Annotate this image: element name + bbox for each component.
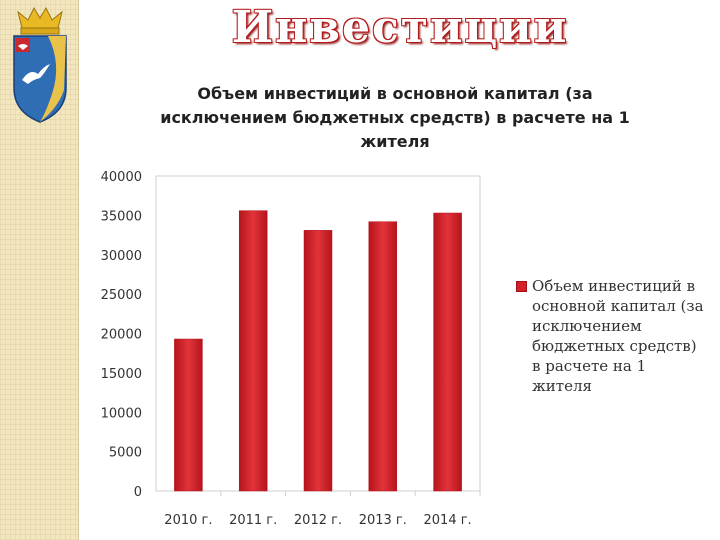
bar	[174, 338, 203, 492]
decorative-sidebar	[0, 0, 79, 540]
bar	[368, 221, 398, 492]
y-tick-label: 40000	[101, 170, 142, 185]
crown-icon	[17, 6, 63, 35]
slide-title: Инвестиции	[231, 2, 569, 53]
legend-swatch	[516, 281, 527, 292]
legend: Объем инвестиций в основной капитал (за …	[516, 276, 706, 396]
x-tick-label: 2014 г.	[424, 513, 472, 528]
y-tick-label: 0	[134, 485, 142, 500]
y-tick-label: 10000	[101, 406, 142, 421]
y-tick-label: 35000	[101, 209, 142, 224]
bars	[174, 210, 462, 492]
y-tick-label: 5000	[109, 446, 142, 461]
x-tick-label: 2011 г.	[229, 513, 277, 528]
y-tick-label: 20000	[101, 328, 142, 343]
x-axis-ticks: 2010 г. 2011 г. 2012 г. 2013 г. 2014 г.	[164, 491, 481, 528]
y-tick-label: 30000	[101, 249, 142, 264]
legend-label: Объем инвестиций в основной капитал (за …	[532, 277, 704, 395]
city-coat-of-arms-icon	[13, 6, 67, 123]
seagull-icon	[22, 64, 50, 84]
y-axis-ticks: 0 5000 10000 15000 20000 25000 30000 35000 40000	[101, 170, 142, 500]
bar	[303, 230, 333, 492]
y-tick-label: 15000	[101, 367, 142, 382]
x-tick-label: 2013 г.	[359, 513, 407, 528]
chart-title: Объем инвестиций в основной капитал (за …	[160, 84, 630, 151]
bar	[433, 212, 462, 492]
x-tick-label: 2010 г.	[164, 513, 212, 528]
x-tick-label: 2012 г.	[294, 513, 342, 528]
y-tick-label: 25000	[101, 288, 142, 303]
bar	[238, 210, 268, 492]
